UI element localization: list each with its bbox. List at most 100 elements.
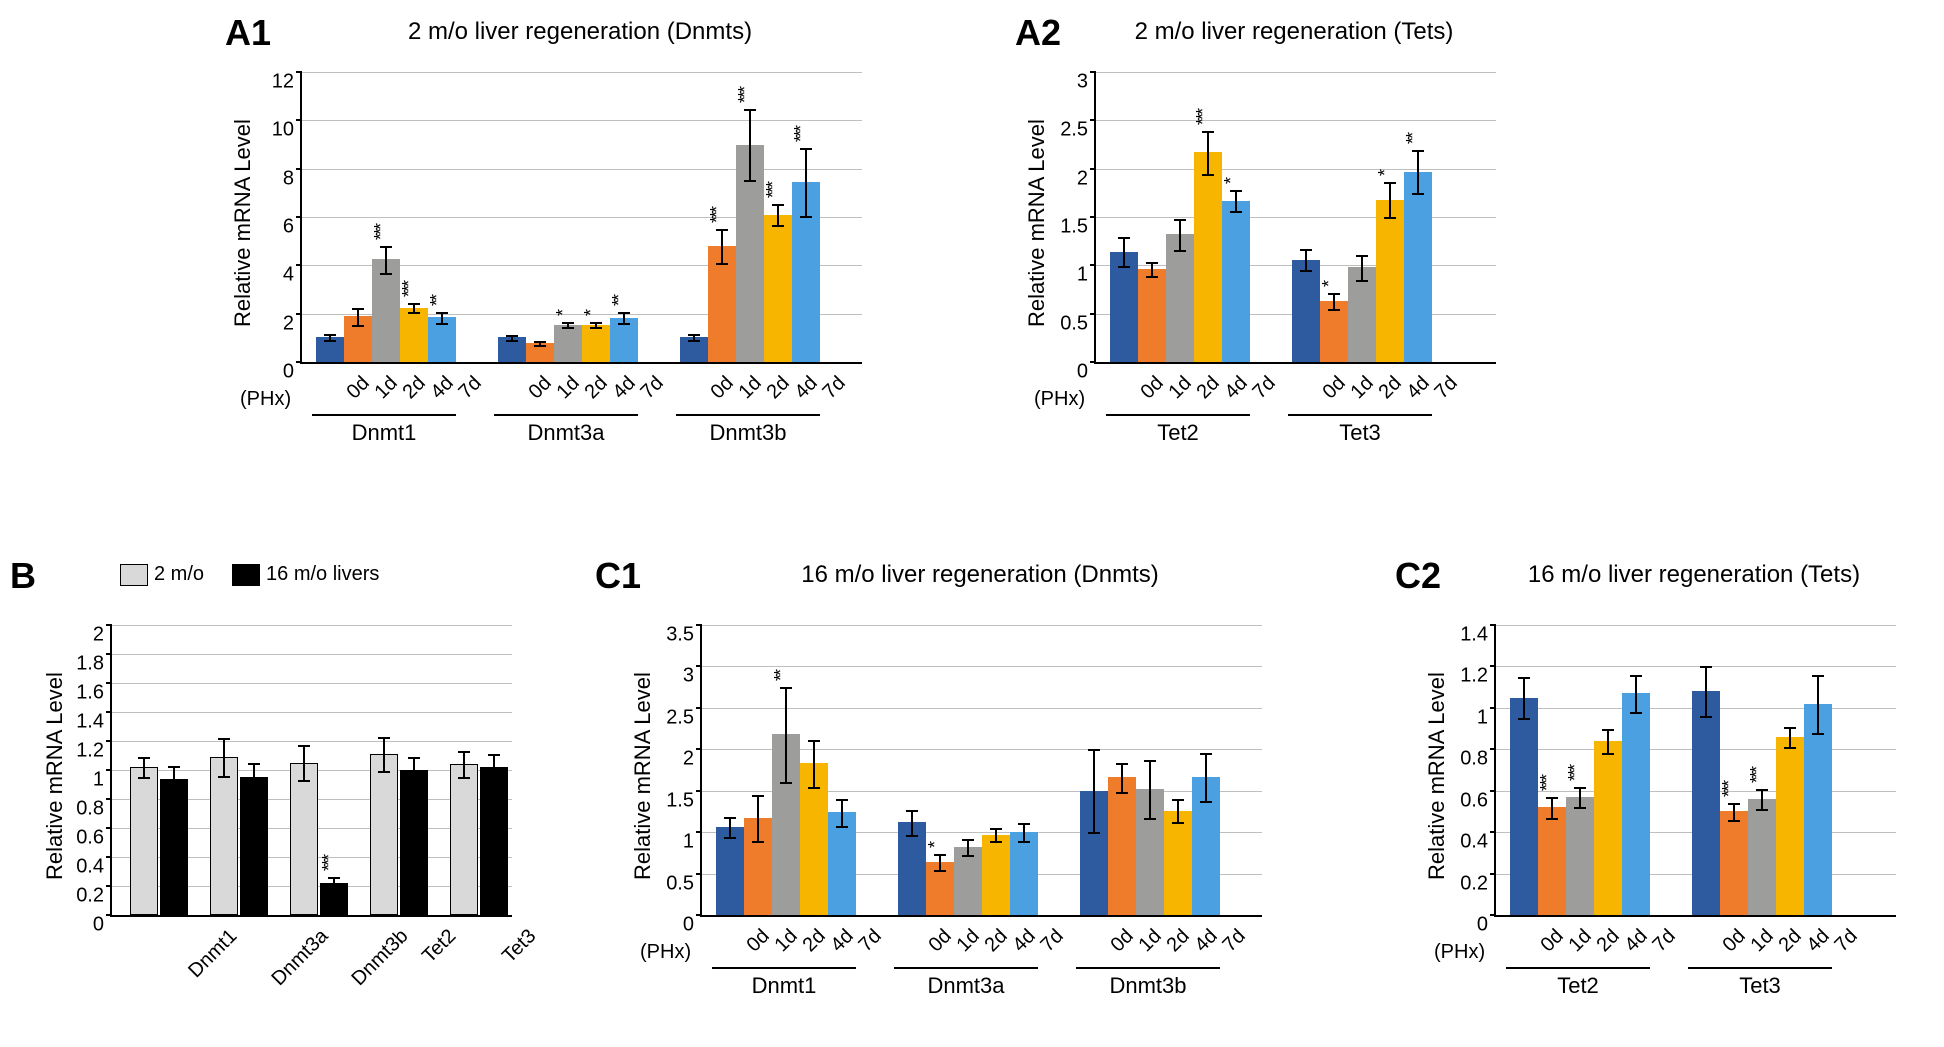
panel-label: C1 [595, 555, 641, 597]
x-category-label: 0d [1319, 372, 1351, 404]
x-category-label: 2d [581, 372, 613, 404]
bar [582, 325, 610, 362]
x-category-label: 7d [855, 925, 887, 957]
significance-marker: ** [771, 671, 792, 681]
bar [610, 318, 638, 362]
significance-marker: * [925, 843, 946, 848]
ytick-label: 1.4 [1436, 624, 1488, 647]
x-category-label: 7d [1037, 925, 1069, 957]
x-category-label: 1d [1347, 372, 1379, 404]
x-category-label: 1d [1165, 372, 1197, 404]
ytick-label: 0.2 [52, 885, 104, 908]
ytick-label: 0 [1436, 914, 1488, 937]
group-label: Tet2 [1557, 973, 1599, 999]
panel-title: 16 m/o liver regeneration (Dnmts) [801, 561, 1158, 589]
x-category-label: 1d [1565, 925, 1597, 957]
x-category-label: 1d [771, 925, 803, 957]
bar [898, 822, 926, 915]
bar [1776, 737, 1804, 915]
bar [1110, 252, 1138, 362]
x-category-label: 0d [1137, 372, 1169, 404]
group-underline [676, 414, 820, 416]
bar [1622, 693, 1650, 915]
group-underline [1506, 967, 1650, 969]
bar [764, 215, 792, 362]
bar [240, 777, 268, 915]
phx-label: (PHx) [1434, 941, 1485, 964]
x-category-label: 2d [981, 925, 1013, 957]
bar [344, 316, 372, 362]
bar [1194, 152, 1222, 362]
x-category-label: 1d [953, 925, 985, 957]
bar [428, 317, 456, 362]
group-underline [312, 414, 456, 416]
bar [1222, 201, 1250, 362]
x-category-label: 7d [1649, 925, 1681, 957]
significance-marker: *** [371, 225, 392, 240]
phx-label: (PHx) [640, 941, 691, 964]
ytick-label: 2 [52, 624, 104, 647]
x-category-label: 0d [925, 925, 957, 957]
bar [400, 770, 428, 915]
x-category-label: Dnmt3b [348, 925, 414, 991]
plot-area: 00.20.40.60.811.21.4************ [1494, 625, 1896, 917]
bar [290, 763, 318, 915]
bar [982, 835, 1010, 915]
bar [1136, 789, 1164, 915]
bar [498, 337, 526, 362]
x-category-label: 2d [799, 925, 831, 957]
significance-marker: ** [609, 296, 630, 306]
x-category-label: 1d [735, 372, 767, 404]
y-axis-label: Relative mRNA Level [230, 119, 256, 327]
bar [716, 827, 744, 915]
legend-label: 16 m/o livers [266, 563, 379, 585]
significance-marker: *** [735, 88, 756, 103]
ytick-label: 3.5 [642, 624, 694, 647]
bar [1538, 807, 1566, 915]
significance-marker: ** [427, 296, 448, 306]
significance-marker: *** [319, 856, 340, 871]
bar [1320, 301, 1348, 362]
bar [160, 779, 188, 915]
bar [744, 818, 772, 915]
x-category-label: 1d [1135, 925, 1167, 957]
bar [554, 325, 582, 362]
bar [1166, 234, 1194, 362]
bar [680, 337, 708, 362]
bar [954, 847, 982, 915]
x-category-label: 7d [1431, 372, 1463, 404]
group-label: Dnmt3a [927, 973, 1004, 999]
significance-marker: * [553, 311, 574, 316]
x-category-label: 2d [763, 372, 795, 404]
x-category-label: 1d [371, 372, 403, 404]
bar [370, 754, 398, 915]
bar [480, 767, 508, 915]
significance-marker: *** [1565, 766, 1586, 781]
bar [210, 757, 238, 915]
bar [1080, 791, 1108, 915]
significance-marker: *** [763, 183, 784, 198]
significance-marker: *** [399, 282, 420, 297]
legend-swatch [120, 564, 148, 586]
group-underline [1288, 414, 1432, 416]
significance-marker: * [1221, 179, 1242, 184]
bar [1192, 777, 1220, 915]
group-underline [1076, 967, 1220, 969]
x-category-label: 2d [1775, 925, 1807, 957]
group-label: Dnmt1 [352, 420, 417, 446]
group-label: Tet2 [1157, 420, 1199, 446]
x-category-label: 4d [427, 372, 459, 404]
x-category-label: Dnmt3a [268, 925, 334, 991]
y-axis-label: Relative mRNA Level [1424, 672, 1450, 880]
bar [450, 764, 478, 915]
bar [736, 145, 764, 363]
x-category-label: 2d [1193, 372, 1225, 404]
x-category-label: 4d [1191, 925, 1223, 957]
panel-title: 2 m/o liver regeneration (Tets) [1135, 18, 1454, 46]
x-category-label: 2d [399, 372, 431, 404]
legend-label: 2 m/o [154, 563, 204, 585]
x-category-label: 2d [1593, 925, 1625, 957]
bar [792, 182, 820, 362]
x-category-label: 7d [637, 372, 669, 404]
bar [130, 767, 158, 915]
